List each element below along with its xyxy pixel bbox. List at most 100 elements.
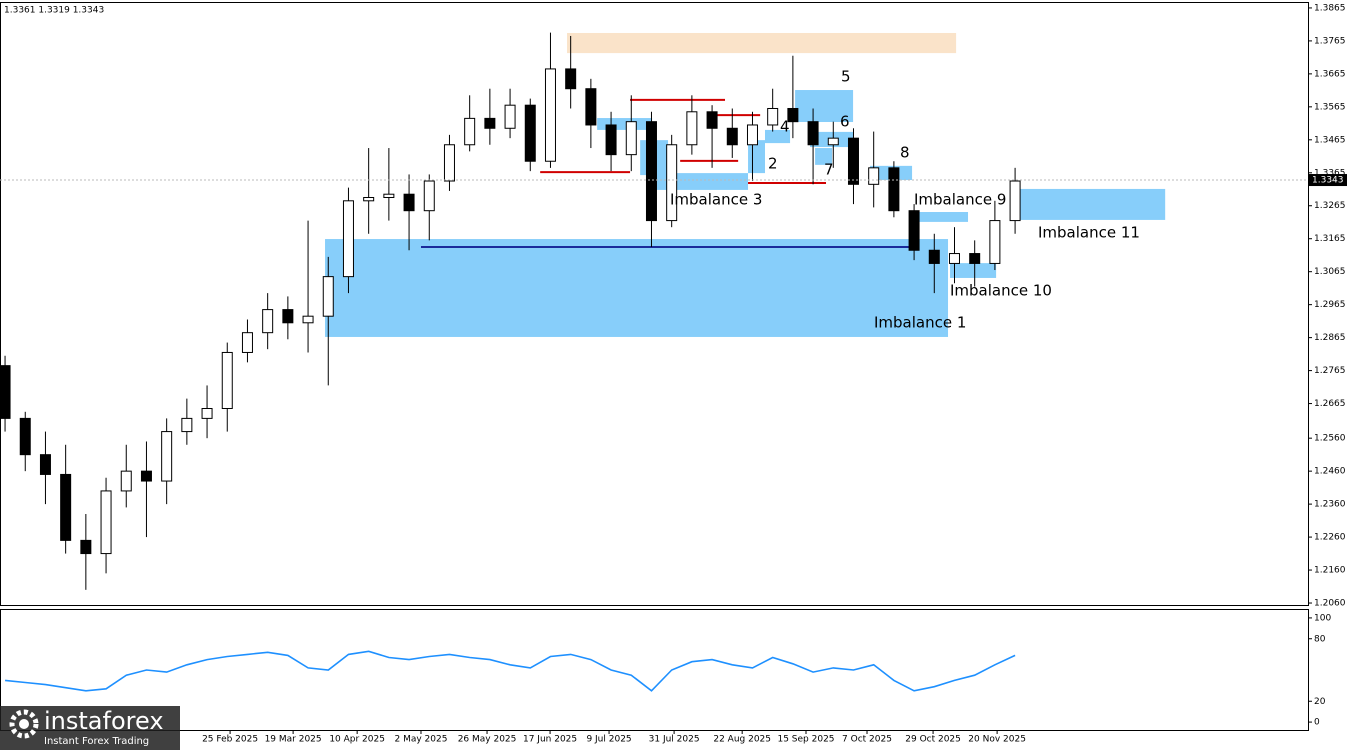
candle-body: [585, 88, 597, 126]
candle-body: [746, 124, 758, 146]
imbalance-zone: [567, 32, 957, 54]
x-tick-label: 7 Oct 2025: [842, 735, 892, 745]
y-tick-label: 1.3765: [1314, 36, 1346, 46]
watermark-bg: [0, 706, 180, 750]
plot-layer: 1.3361 1.3319 1.3343 1.3865 1.3765 1.3665 1.…: [0, 3, 1347, 745]
y-tick-label: 0: [1314, 718, 1320, 728]
watermark-icon-core: [19, 719, 29, 729]
zone-label: Imbalance 10: [950, 282, 1052, 300]
y-tick-label: 100: [1314, 613, 1331, 623]
imbalance-zone: [765, 129, 791, 144]
zone-label: 5: [841, 68, 851, 86]
x-tick-label: 31 Jul 2025: [649, 735, 700, 745]
y-tick-label: 1.3865: [1314, 3, 1346, 13]
y-tick-label: 80: [1314, 634, 1326, 644]
candle-body: [262, 309, 274, 334]
x-tick-label: 19 Mar 2025: [265, 735, 322, 745]
x-tick-label: 22 Aug 2025: [713, 735, 771, 745]
y-tick-label: 1.2260: [1314, 533, 1346, 543]
imbalance-zone: [795, 90, 854, 123]
candle-body: [908, 210, 920, 251]
candle-body: [423, 180, 435, 212]
y-tick-label: 1.2560: [1314, 434, 1346, 444]
candle-body: [282, 309, 294, 324]
candle-body: [706, 111, 718, 129]
y-tick-label: 1.3565: [1314, 102, 1346, 112]
candle-body: [383, 193, 395, 199]
zone-label: 8: [900, 144, 910, 162]
zone-label: 6: [840, 113, 850, 131]
y-tick-label: 1.2965: [1314, 300, 1346, 310]
current-price-label: 1.3343: [1312, 176, 1344, 186]
candle-body: [201, 408, 213, 419]
zone-label: Imbalance 1: [874, 314, 966, 332]
candle-body: [19, 417, 31, 456]
zone-label: 4: [780, 118, 790, 136]
y-tick-label: 1.2865: [1314, 333, 1346, 343]
candle-body: [302, 315, 314, 324]
candle-body: [605, 124, 617, 156]
candle-body: [403, 193, 415, 212]
candle-body: [100, 490, 112, 555]
x-tick-label: 9 Jul 2025: [586, 735, 631, 745]
x-tick-label: 10 Apr 2025: [329, 735, 385, 745]
candle-body: [39, 454, 51, 475]
candle-body: [726, 127, 738, 146]
y-tick-label: 1.3465: [1314, 135, 1346, 145]
candle-body: [767, 107, 779, 126]
candle-body: [928, 249, 940, 264]
ohlc-header: 1.3361 1.3319 1.3343: [4, 6, 104, 16]
zone-label: Imbalance 9: [914, 191, 1006, 209]
candle-body: [544, 68, 556, 162]
candle-body: [484, 117, 496, 129]
imbalance-zone: [910, 212, 969, 222]
candle-body: [443, 144, 455, 182]
candle-body: [342, 200, 354, 278]
oscillator-panel: [0, 609, 1309, 731]
x-tick-label: 26 May 2025: [458, 735, 517, 745]
candle-body: [686, 111, 698, 146]
candle-body: [989, 220, 1001, 264]
imbalance-zone: [597, 118, 653, 130]
x-tick-label: 20 Nov 2025: [968, 735, 1026, 745]
x-tick-label: 2 May 2025: [394, 735, 447, 745]
candle-body: [221, 351, 233, 410]
x-tick-label: 17 Jun 2025: [523, 735, 577, 745]
imbalance-zone: [815, 148, 833, 165]
watermark-icon: [9, 709, 39, 739]
x-tick-label: 29 Oct 2025: [905, 735, 961, 745]
watermark: instaforex Instant Forex Trading: [0, 706, 180, 750]
candle-body: [363, 197, 375, 202]
candle-body: [827, 137, 839, 146]
candle-body: [787, 107, 799, 123]
candle-body: [948, 253, 960, 264]
x-tick-label: 15 Sep 2025: [777, 735, 834, 745]
y-tick-label: 1.2360: [1314, 500, 1346, 510]
candle-body: [645, 121, 657, 222]
candle-body: [1009, 180, 1021, 222]
y-tick-label: 1.2060: [1314, 599, 1346, 609]
x-tick-label: 25 Feb 2025: [202, 735, 258, 745]
imbalance-zone: [1010, 188, 1166, 220]
candle-body: [0, 365, 11, 419]
candle-body: [565, 68, 577, 90]
y-tick-label: 1.2765: [1314, 366, 1346, 376]
imbalance-zone: [950, 263, 997, 278]
candle-body: [524, 104, 536, 162]
zone-label: Imbalance 3: [670, 191, 762, 209]
candle-body: [464, 117, 476, 146]
candle-body: [625, 121, 637, 156]
candle-body: [241, 332, 253, 353]
y-tick-label: 1.2160: [1314, 566, 1346, 576]
candle-body: [80, 539, 92, 555]
candle-body: [666, 144, 678, 222]
watermark-brand: instaforex: [44, 707, 164, 735]
zone-label: Imbalance 11: [1038, 224, 1140, 242]
candle-body: [140, 470, 152, 482]
y-tick-label: 1.3065: [1314, 267, 1346, 277]
y-tick-label: 1.2460: [1314, 467, 1346, 477]
y-tick-label: 1.3665: [1314, 69, 1346, 79]
oscillator-line: [5, 650, 1016, 692]
y-tick-label: 1.3165: [1314, 234, 1346, 244]
